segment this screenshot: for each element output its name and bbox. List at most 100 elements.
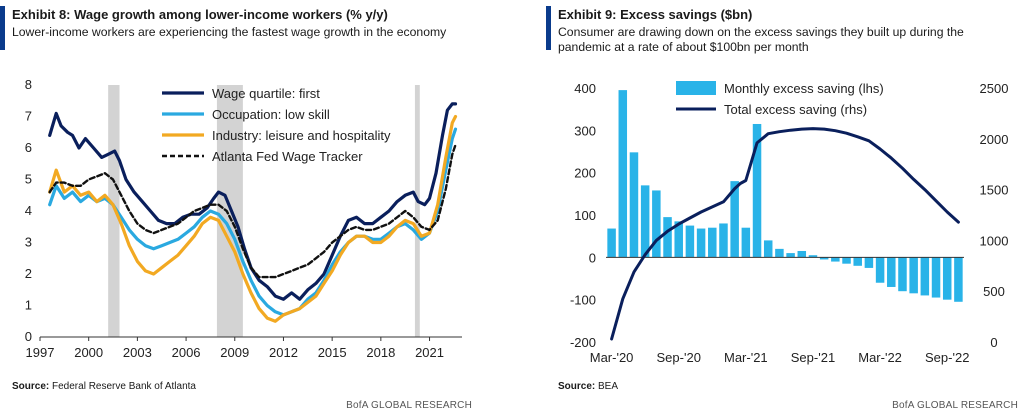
bar [864, 257, 874, 268]
bar [696, 228, 706, 258]
bar [629, 152, 639, 258]
series-line-wage-quartile-first [48, 102, 458, 301]
bar [797, 250, 807, 258]
bar [752, 123, 762, 258]
x-tick-label: 2009 [220, 345, 249, 360]
bar [663, 217, 672, 258]
bar [808, 255, 818, 258]
bar [674, 221, 683, 258]
x-tick-label: 2006 [172, 345, 201, 360]
bar [607, 228, 616, 258]
y-tick-label: 4 [25, 203, 32, 218]
y-right-tick-label: 2500 [980, 81, 1009, 96]
bar [898, 257, 907, 292]
title-accent-bar [546, 6, 551, 50]
bar [954, 257, 963, 302]
x-tick-label: 2015 [318, 345, 347, 360]
exhibit-9-subtitle: Consumer are drawing down on the excess … [558, 25, 964, 54]
bar [763, 240, 773, 258]
x-tick-label: 2012 [269, 345, 298, 360]
x-tick-label: Sep-'22 [925, 350, 969, 365]
bar [931, 257, 941, 298]
bar [652, 190, 661, 258]
bar [730, 181, 739, 258]
bar [831, 257, 840, 262]
bar [909, 257, 918, 294]
x-tick-label: 2000 [74, 345, 103, 360]
exhibit-8-source: Source: Federal Reserve Bank of Atlanta [12, 381, 196, 392]
excess-savings-chart: -200 -100 0 100 200 300 400 0 500 1000 1500 2000 250… [570, 81, 1009, 365]
y-right-tick-label: 0 [990, 335, 997, 350]
x-tick-label: 2018 [366, 345, 395, 360]
legend-swatch [676, 81, 716, 95]
x-tick-label: 2021 [415, 345, 444, 360]
legend-label: Monthly excess saving (lhs) [724, 81, 884, 96]
bar [887, 257, 896, 287]
bar [786, 253, 795, 258]
y-right-tick-label: 2000 [980, 132, 1009, 147]
y-left-tick-label: -200 [570, 335, 596, 350]
y-left-tick-label: 200 [574, 166, 596, 181]
wage-growth-chart: 0 1 2 3 4 5 6 7 8 1997 2000 2003 2006 2009 2012 2015 201… [25, 77, 462, 360]
x-tick-label: 2003 [123, 345, 152, 360]
bar [819, 257, 829, 260]
exhibit-9-panel: Exhibit 9: Excess savings ($bn) Consumer… [546, 0, 1024, 415]
y-left-tick-label: 300 [574, 123, 596, 138]
x-tick-label: 1997 [26, 345, 55, 360]
y-left-tick-label: -100 [570, 293, 596, 308]
y-tick-label: 8 [25, 77, 32, 92]
source-label: Source: [12, 381, 50, 392]
x-tick-label: Sep-'21 [791, 350, 835, 365]
x-tick-label: Mar-'20 [590, 350, 634, 365]
y-tick-label: 0 [25, 329, 32, 344]
legend-label: Total excess saving (rhs) [724, 102, 867, 117]
bar [640, 185, 650, 258]
y-tick-label: 7 [25, 109, 32, 124]
y-right-tick-label: 1000 [980, 233, 1009, 248]
y-left-tick-label: 100 [574, 208, 596, 223]
x-tick-label: Mar-'21 [724, 350, 768, 365]
bar [741, 227, 751, 258]
title-accent-bar [0, 6, 5, 50]
legend-label: Industry: leisure and hospitality [212, 128, 391, 143]
source-label: Source: [558, 381, 596, 392]
bar [875, 257, 885, 283]
y-right-tick-label: 500 [983, 284, 1005, 299]
bar [942, 257, 952, 300]
recession-shading [414, 85, 420, 337]
bar [719, 223, 728, 258]
y-tick-label: 1 [25, 298, 32, 313]
y-tick-label: 2 [25, 266, 32, 281]
series-line-atlanta-fed-wage-tracker [48, 143, 457, 279]
bar [853, 257, 862, 266]
bar [618, 90, 628, 258]
bar [685, 225, 695, 258]
exhibit-8-title: Exhibit 8: Wage growth among lower-incom… [12, 7, 388, 22]
recession-shading [108, 85, 120, 337]
x-tick-label: Sep-'20 [657, 350, 701, 365]
source-text: Federal Reserve Bank of Atlanta [52, 381, 196, 392]
x-tick-label: Mar-'22 [858, 350, 902, 365]
exhibit-8-panel: Exhibit 8: Wage growth among lower-incom… [0, 0, 478, 415]
exhibit-9-source: Source: BEA [558, 381, 618, 392]
y-left-tick-label: 0 [589, 250, 596, 265]
brand-label: BofA GLOBAL RESEARCH [346, 400, 472, 411]
source-text: BEA [598, 381, 619, 392]
y-right-tick-label: 1500 [980, 183, 1009, 198]
bar [842, 257, 851, 264]
series-line-industry-leisure-and-hospitality [48, 114, 458, 323]
bar [775, 248, 784, 258]
y-tick-label: 5 [25, 172, 32, 187]
bar [708, 227, 717, 258]
y-left-tick-label: 400 [574, 81, 596, 96]
series-line-total-excess-saving [610, 127, 960, 341]
bar [920, 257, 930, 296]
legend-label: Atlanta Fed Wage Tracker [212, 149, 363, 164]
y-tick-label: 3 [25, 235, 32, 250]
exhibit-8-subtitle: Lower-income workers are experiencing th… [12, 25, 447, 39]
exhibit-9-title: Exhibit 9: Excess savings ($bn) [558, 7, 753, 22]
legend-label: Wage quartile: first [212, 86, 320, 101]
brand-label: BofA GLOBAL RESEARCH [892, 400, 1018, 411]
y-tick-label: 6 [25, 140, 32, 155]
legend-label: Occupation: low skill [212, 107, 330, 122]
